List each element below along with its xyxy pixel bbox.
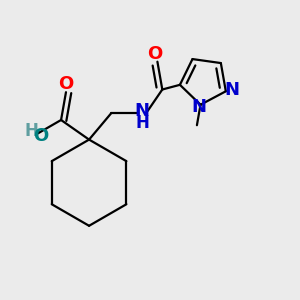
Text: O: O [58,75,74,93]
Text: N: N [135,102,150,120]
Text: H: H [24,122,38,140]
Text: N: N [225,81,240,99]
Text: N: N [191,98,206,116]
Text: O: O [147,45,162,63]
Text: H: H [135,114,149,132]
Text: O: O [33,127,48,145]
